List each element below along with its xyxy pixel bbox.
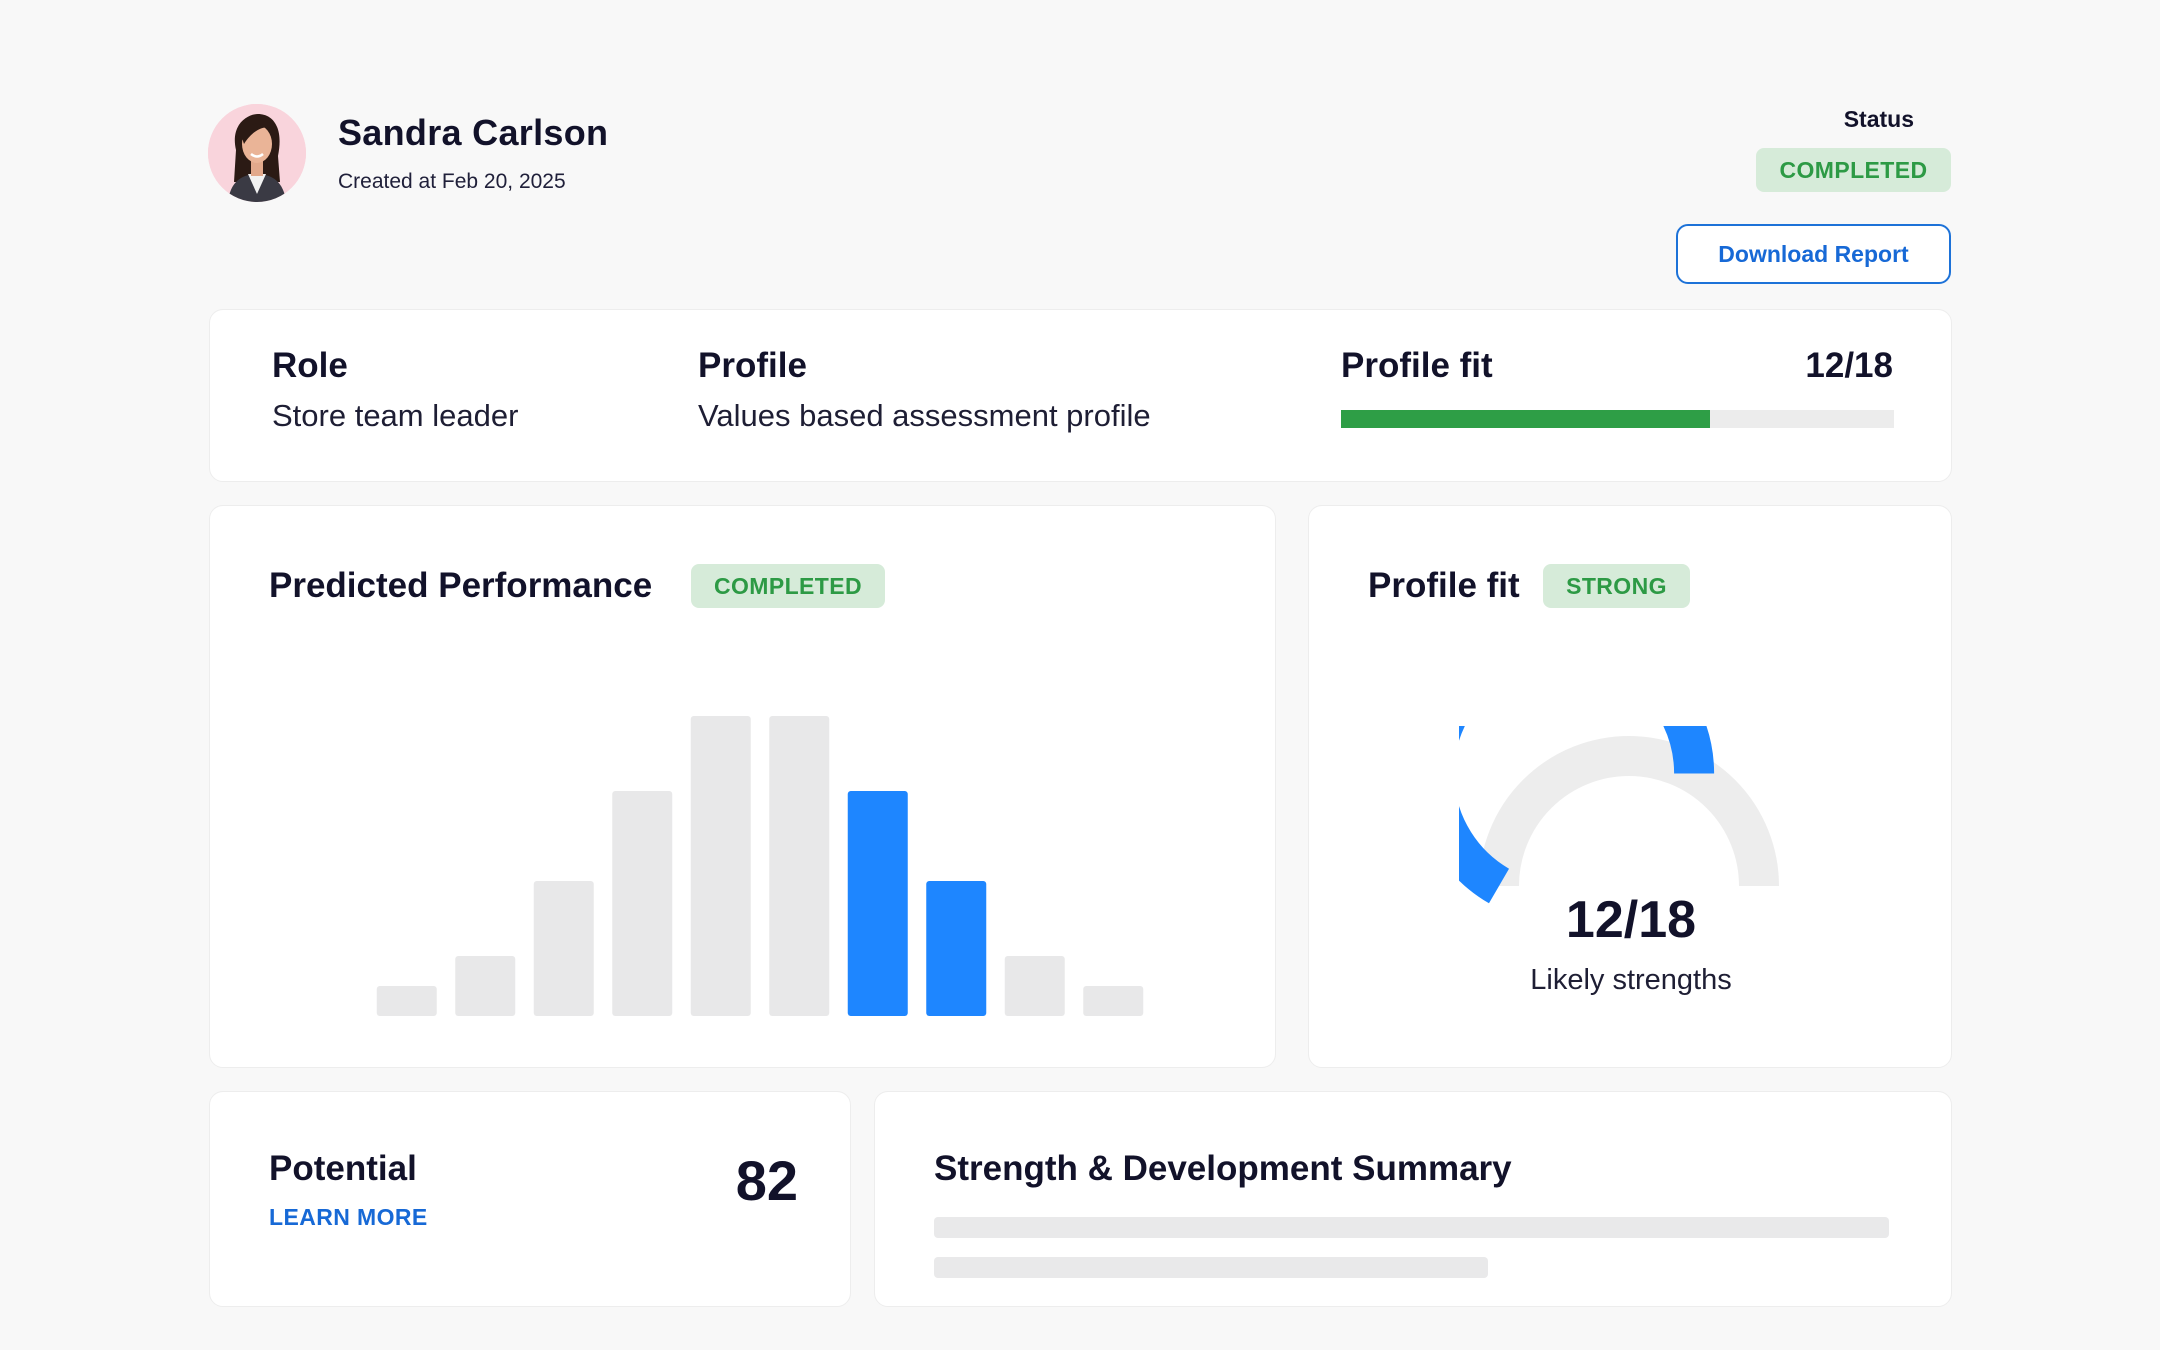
summary-card: Role Store team leader Profile Values ba… <box>209 309 1952 482</box>
summary-placeholder-line <box>934 1217 1889 1238</box>
chart-bar-2 <box>455 956 516 1016</box>
avatar-portrait <box>208 104 306 202</box>
chart-bar-5 <box>690 716 751 1016</box>
created-date: Created at Feb 20, 2025 <box>338 170 566 193</box>
chart-bar-6 <box>769 716 830 1016</box>
summary-placeholder-line <box>934 1257 1488 1278</box>
profile-fit-card: Profile fit STRONG 12/18 Likely strength… <box>1308 505 1952 1068</box>
profile-fit-progress-fill <box>1341 410 1710 428</box>
performance-distribution-chart <box>376 716 1144 1016</box>
chart-bar-1 <box>376 986 437 1016</box>
performance-status-badge: COMPLETED <box>691 564 885 608</box>
profile-title: Profile <box>698 346 807 385</box>
strength-summary-card: Strength & Development Summary <box>874 1091 1952 1307</box>
gauge-track <box>1479 736 1779 887</box>
potential-card: Potential LEARN MORE 82 <box>209 1091 851 1307</box>
candidate-name: Sandra Carlson <box>338 112 609 153</box>
role-title: Role <box>272 346 348 385</box>
potential-score: 82 <box>735 1149 798 1212</box>
gauge-caption: Likely strengths <box>1530 964 1732 996</box>
predicted-performance-card: Predicted Performance COMPLETED <box>209 505 1276 1068</box>
chart-bar-7 <box>847 791 908 1016</box>
chart-bar-9 <box>1004 956 1065 1016</box>
status-label: Status <box>1843 106 1914 132</box>
potential-title: Potential <box>269 1149 417 1188</box>
profile-fit-progress-track <box>1341 410 1894 428</box>
strength-summary-title: Strength & Development Summary <box>934 1149 1512 1188</box>
status-badge: COMPLETED <box>1756 148 1951 192</box>
profile-fit-gauge <box>1459 726 1779 904</box>
profile-fit-score: 12/18 <box>1805 346 1893 385</box>
role-value: Store team leader <box>272 398 519 433</box>
chart-bar-8 <box>926 881 987 1016</box>
chart-bar-10 <box>1083 986 1144 1016</box>
avatar <box>208 104 306 202</box>
chart-bar-4 <box>612 791 673 1016</box>
download-report-button[interactable]: Download Report <box>1676 224 1951 284</box>
chart-bar-3 <box>533 881 594 1016</box>
profile-value: Values based assessment profile <box>698 398 1151 433</box>
gauge-score: 12/18 <box>1565 891 1697 949</box>
learn-more-link[interactable]: LEARN MORE <box>269 1204 428 1230</box>
profile-fit-card-title: Profile fit <box>1368 566 1520 605</box>
profile-fit-strength-badge: STRONG <box>1543 564 1690 608</box>
predicted-performance-title: Predicted Performance <box>269 566 653 605</box>
profile-fit-title: Profile fit <box>1341 346 1493 385</box>
